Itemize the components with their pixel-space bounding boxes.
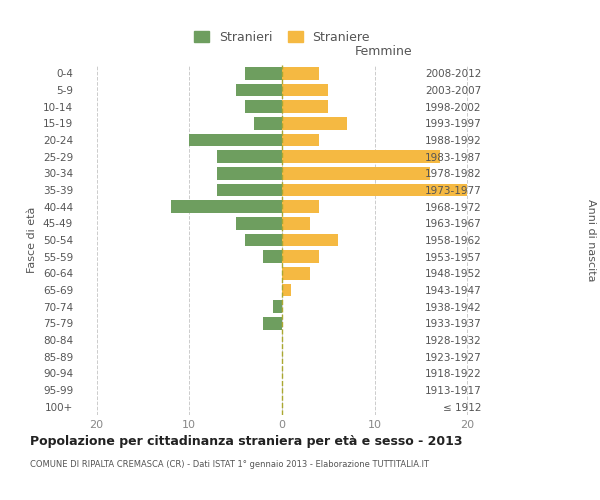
Bar bbox=[217, 167, 282, 179]
Text: Femmine: Femmine bbox=[355, 45, 413, 58]
Bar bbox=[217, 184, 282, 196]
Bar bbox=[245, 100, 282, 113]
Bar bbox=[236, 217, 282, 230]
Bar bbox=[236, 84, 282, 96]
Bar bbox=[217, 150, 282, 163]
Bar bbox=[282, 184, 467, 196]
Bar bbox=[263, 317, 282, 330]
Bar bbox=[282, 217, 310, 230]
Bar bbox=[282, 67, 319, 80]
Bar bbox=[282, 250, 319, 263]
Bar bbox=[273, 300, 282, 313]
Bar bbox=[282, 100, 328, 113]
Bar bbox=[282, 234, 338, 246]
Bar bbox=[245, 234, 282, 246]
Bar bbox=[282, 134, 319, 146]
Bar bbox=[282, 150, 440, 163]
Bar bbox=[282, 267, 310, 280]
Bar bbox=[263, 250, 282, 263]
Text: Anni di nascita: Anni di nascita bbox=[586, 198, 596, 281]
Text: COMUNE DI RIPALTA CREMASCA (CR) - Dati ISTAT 1° gennaio 2013 - Elaborazione TUTT: COMUNE DI RIPALTA CREMASCA (CR) - Dati I… bbox=[30, 460, 429, 469]
Y-axis label: Fasce di età: Fasce di età bbox=[28, 207, 37, 273]
Bar bbox=[282, 200, 319, 213]
Bar bbox=[282, 167, 430, 179]
Text: Popolazione per cittadinanza straniera per età e sesso - 2013: Popolazione per cittadinanza straniera p… bbox=[30, 435, 463, 448]
Legend: Stranieri, Straniere: Stranieri, Straniere bbox=[189, 26, 375, 49]
Bar bbox=[254, 117, 282, 130]
Bar bbox=[189, 134, 282, 146]
Bar bbox=[245, 67, 282, 80]
Bar bbox=[282, 284, 291, 296]
Bar bbox=[282, 117, 347, 130]
Bar bbox=[282, 84, 328, 96]
Bar bbox=[171, 200, 282, 213]
